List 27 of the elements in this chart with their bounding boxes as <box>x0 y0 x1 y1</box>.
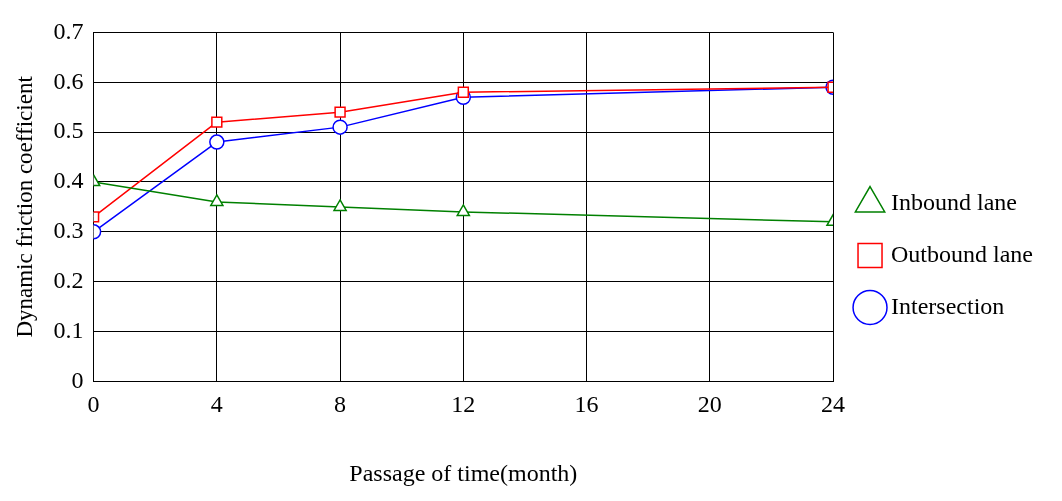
point <box>456 204 471 217</box>
x-tick-label: 8 <box>334 391 347 418</box>
y-axis-title: Dynamic friction coefficient <box>11 75 37 338</box>
y-tick-label: 0.5 <box>53 117 84 144</box>
x-tick-label: 24 <box>821 391 846 418</box>
x-tick-label: 16 <box>574 391 599 418</box>
y-tick-label: 0 <box>71 366 84 393</box>
legend-label: Outbound lane <box>891 240 1034 267</box>
legend-label: Inbound lane <box>891 188 1017 215</box>
legend-label: Intersection <box>891 292 1005 319</box>
x-tick-label: 20 <box>697 391 722 418</box>
x-tick-label: 12 <box>451 391 476 418</box>
x-tick-label: 4 <box>210 391 223 418</box>
y-tick-label: 0.7 <box>53 17 84 44</box>
x-axis-title: Passage of time(month) <box>349 459 578 486</box>
point <box>211 116 223 128</box>
point <box>457 86 470 98</box>
point <box>333 199 347 212</box>
y-tick-label: 0.1 <box>53 316 84 343</box>
y-tick-label: 0.6 <box>53 67 84 94</box>
point <box>332 119 348 135</box>
point <box>210 194 224 207</box>
y-tick-label: 0.3 <box>53 217 84 244</box>
y-tick-label: 0.2 <box>53 266 84 293</box>
point <box>334 106 346 118</box>
point <box>209 134 225 150</box>
y-tick-label: 0.4 <box>53 167 84 194</box>
